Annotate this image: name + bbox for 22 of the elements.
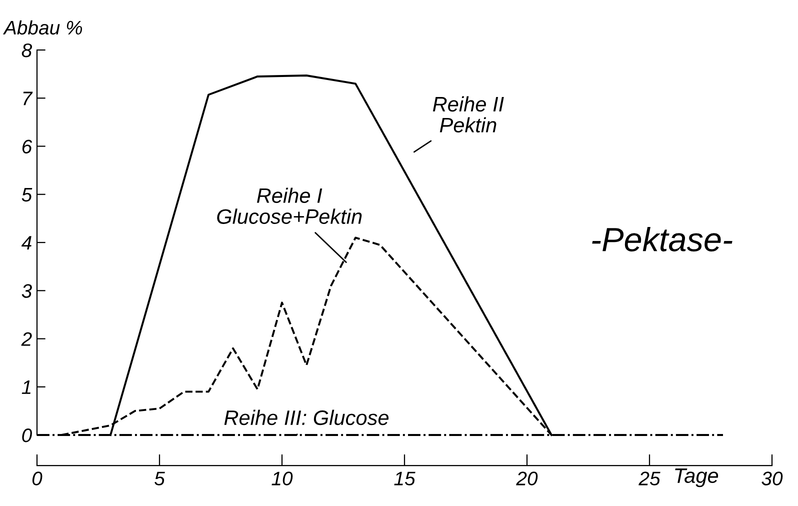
y-axis-title: Abbau % (2, 20, 82, 35)
series-label: Reihe I Glucose+Pektin (217, 188, 362, 224)
y-tick-label: 4 (21, 236, 32, 250)
annotation: -Pektase- (592, 226, 732, 252)
y-tick-label: 5 (22, 188, 32, 202)
x-tick-label: 5 (154, 472, 165, 486)
y-tick-label: 7 (23, 92, 33, 106)
y-tick-label: 2 (21, 332, 32, 346)
y-tick-label: 6 (22, 140, 32, 154)
text: Reihe II Pektin (432, 96, 504, 133)
x-tick-label: 25 (638, 472, 660, 486)
y-tick-label: 3 (22, 284, 32, 298)
y-tick-label: 1 (22, 380, 30, 394)
x-tick-label: 20 (516, 472, 538, 486)
series-label: Reihe III: Glucose (224, 410, 389, 426)
x-axis-title: Tage (675, 468, 718, 488)
y-tick-label: 8 (22, 43, 32, 58)
x-tick-label: 10 (272, 472, 293, 486)
x-tick-label: 30 (762, 472, 783, 486)
x-tick-label: 0 (32, 472, 42, 486)
y-tick-label: 0 (22, 428, 32, 442)
x-tick-label: 15 (394, 472, 416, 486)
